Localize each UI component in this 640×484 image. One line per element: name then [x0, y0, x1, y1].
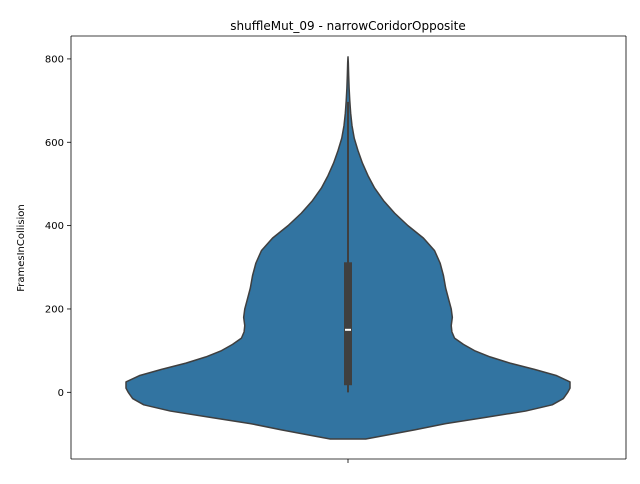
interquartile-box	[344, 262, 352, 386]
y-tick-label: 600	[45, 138, 64, 149]
y-tick-label: 200	[45, 304, 64, 315]
y-tick-label: 800	[45, 54, 64, 65]
y-axis-label: FramesInCollision	[16, 204, 27, 292]
y-tick-label: 400	[45, 221, 64, 232]
y-tick-label: 0	[58, 388, 64, 399]
chart-title: shuffleMut_09 - narrowCoridorOpposite	[230, 19, 465, 33]
